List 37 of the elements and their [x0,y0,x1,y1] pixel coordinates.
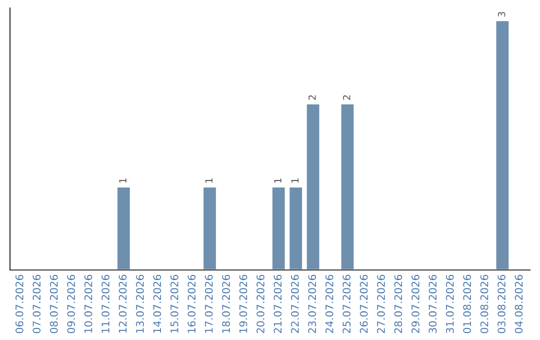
x-tick-label: 30.07.2026 [428,274,437,334]
data-label: 2 [308,95,316,100]
x-tick-label: 04.08.2026 [514,274,523,334]
x-tick-label: 10.07.2026 [84,274,92,333]
x-tick-label: 29.07.2026 [412,274,420,334]
data-label: 1 [119,178,126,183]
data-label: 1 [274,178,282,183]
x-tick-label: 19.07.2026 [239,274,248,333]
x-tick-label: 12.07.2026 [118,274,127,333]
x-tick-label: 28.07.2026 [394,274,402,334]
data-label: 1 [291,178,299,183]
x-tick-label: 18.07.2026 [222,274,230,333]
x-tick-label: 03.08.2026 [498,274,506,334]
x-tick-label: 01.08.2026 [463,274,472,334]
x-tick-label: 09.07.2026 [67,274,76,334]
x-tick-label: 16.07.2026 [188,274,196,333]
x-tick-label: 06.07.2026 [15,274,24,334]
x-tick-label: 02.08.2026 [480,274,488,334]
x-tick-label: 31.07.2026 [446,274,454,334]
x-tick-label: 26.07.2026 [360,274,368,334]
data-label: 3 [498,12,506,17]
x-tick-label: 24.07.2026 [325,274,334,334]
x-tick-label: 27.07.2026 [377,274,385,334]
x-tick-label: 13.07.2026 [136,274,144,333]
data-label: 2 [342,95,350,100]
x-tick-label: 22.07.2026 [290,274,299,334]
x-tick-label: 23.07.2026 [308,274,316,334]
x-tick-label: 20.07.2026 [256,274,264,334]
data-label: 1 [205,178,212,183]
x-tick-label: 21.07.2026 [274,274,282,334]
x-tick-label: 17.07.2026 [204,274,213,333]
x-tick-label: 14.07.2026 [153,274,162,333]
x-tick-label: 11.07.2026 [102,274,110,333]
x-tick-label: 25.07.2026 [342,274,351,334]
x-tick-label: 08.07.2026 [50,274,58,334]
x-tick-label: 07.07.2026 [32,274,41,334]
x-tick-label: 15.07.2026 [170,274,178,333]
